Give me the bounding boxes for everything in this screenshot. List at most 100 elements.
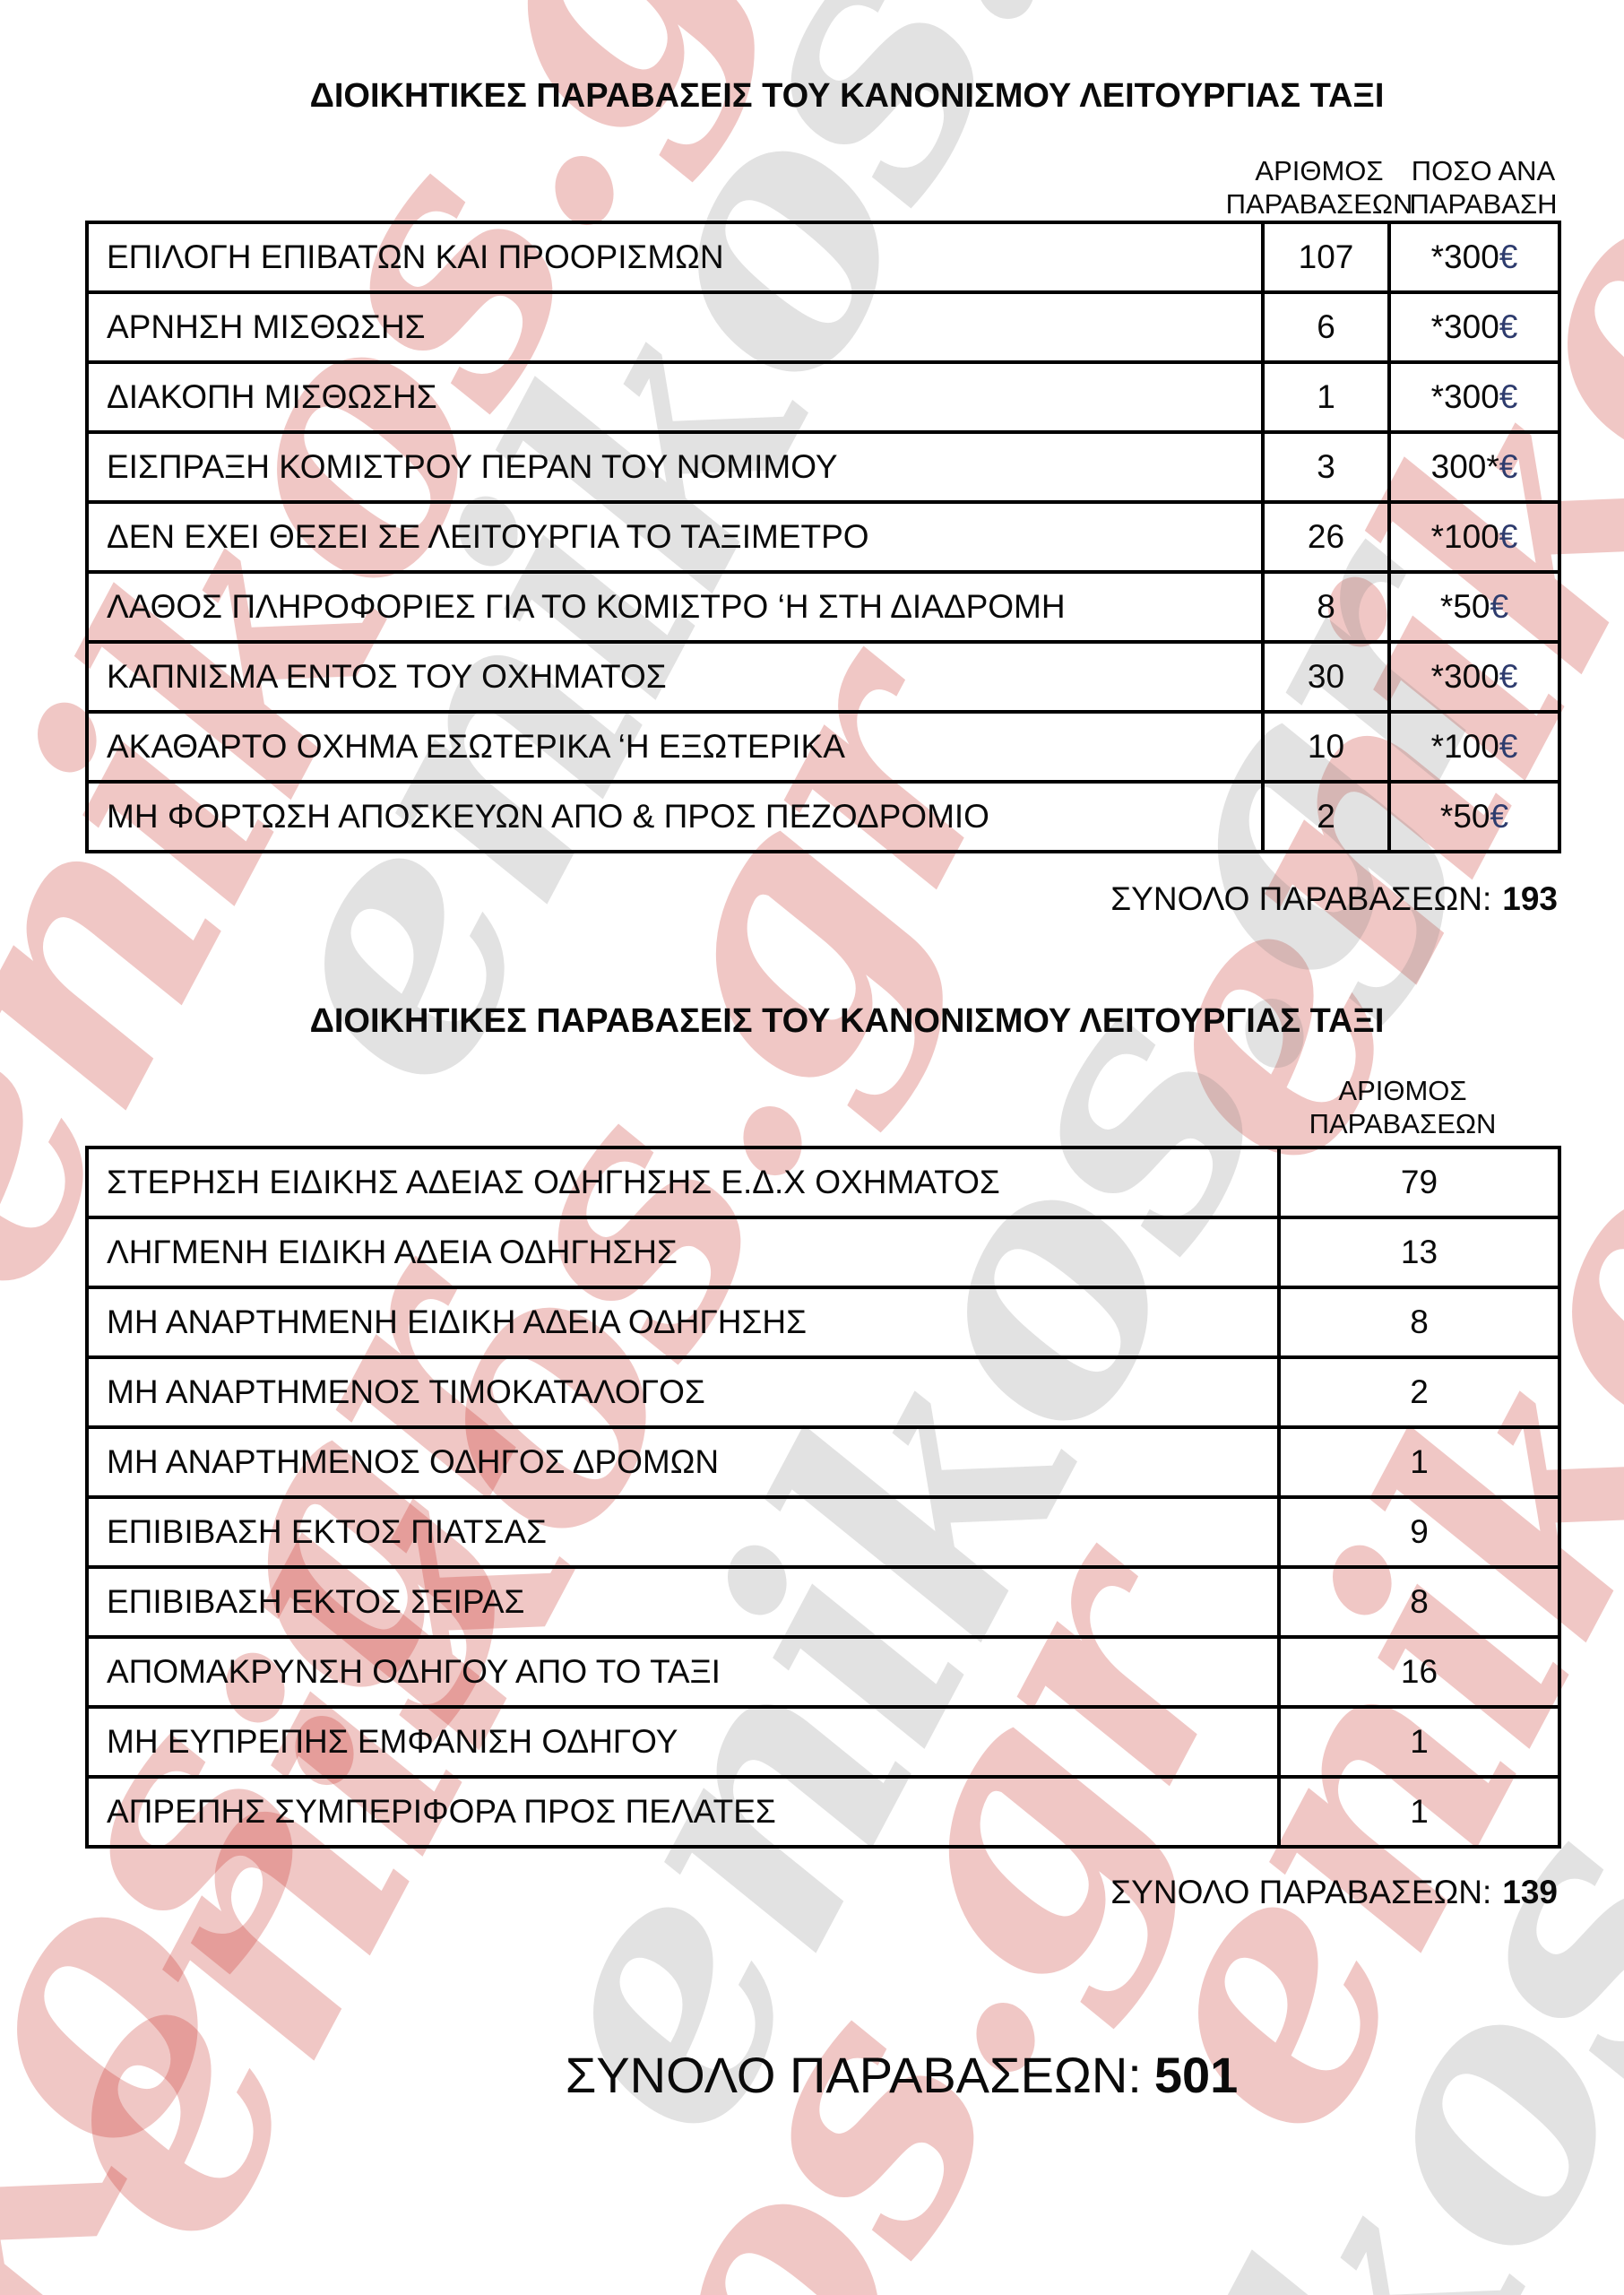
violation-label-cell: ΑΡΝΗΣΗ ΜΙΣΘΩΣΗΣ bbox=[85, 290, 1265, 364]
violation-label-cell: ΕΠΙΒΙΒΑΣΗ ΕΚΤΟΣ ΣΕΙΡΑΣ bbox=[85, 1565, 1281, 1639]
table-row: ΛΗΓΜΕΝΗ ΕΙΔΙΚΗ ΑΔΕΙΑ ΟΔΗΓΗΣΗΣ 13 bbox=[85, 1216, 1561, 1289]
fine-amount-value: *100 bbox=[1430, 518, 1499, 555]
violation-count-cell: 6 bbox=[1261, 290, 1391, 364]
table-row: ΕΠΙΒΙΒΑΣΗ ΕΚΤΟΣ ΣΕΙΡΑΣ 8 bbox=[85, 1565, 1561, 1639]
fine-amount-cell: *100€ bbox=[1387, 710, 1561, 784]
fine-amount-value: *300 bbox=[1430, 308, 1499, 345]
violation-count-cell: 16 bbox=[1277, 1635, 1561, 1709]
violations-count-table: ΣΤΕΡΗΣΗ ΕΙΔΙΚΗΣ ΑΔΕΙΑΣ ΟΔΗΓΗΣΗΣ Ε.Δ.Χ ΟΧ… bbox=[85, 1146, 1561, 1849]
violation-label-cell: ΚΑΠΝΙΣΜΑ ΕΝΤΟΣ ΤΟΥ ΟΧΗΜΑΤΟΣ bbox=[85, 640, 1265, 714]
count-header-line2: ΠΑΡΑΒΑΣΕΩΝ bbox=[1309, 1108, 1497, 1139]
table1-total-value: 193 bbox=[1502, 880, 1558, 917]
violation-count-cell: 79 bbox=[1277, 1146, 1561, 1219]
violation-label-cell: ΔΙΑΚΟΠΗ ΜΙΣΘΩΣΗΣ bbox=[85, 360, 1265, 434]
table-row: ΕΠΙΒΙΒΑΣΗ ΕΚΤΟΣ ΠΙΑΤΣΑΣ 9 bbox=[85, 1495, 1561, 1569]
violation-count-cell: 1 bbox=[1277, 1425, 1561, 1499]
fine-amount-cell: *50€ bbox=[1387, 570, 1561, 644]
violation-label-cell: ΛΗΓΜΕΝΗ ΕΙΔΙΚΗ ΑΔΕΙΑ ΟΔΗΓΗΣΗΣ bbox=[85, 1216, 1281, 1289]
violation-label-cell: ΕΠΙΒΙΒΑΣΗ ΕΚΤΟΣ ΠΙΑΤΣΑΣ bbox=[85, 1495, 1281, 1569]
violation-label-cell: ΑΚΑΘΑΡΤΟ ΟΧΗΜΑ ΕΣΩΤΕΡΙΚΑ ‘Η ΕΞΩΤΕΡΙΚΑ bbox=[85, 710, 1265, 784]
fine-amount-value: 300* bbox=[1430, 448, 1499, 485]
euro-symbol: € bbox=[1499, 658, 1518, 695]
table2-total: ΣΥΝΟΛΟ ΠΑΡΑΒΑΣΕΩΝ: 139 bbox=[1110, 1874, 1558, 1911]
grand-total: ΣΥΝΟΛΟ ΠΑΡΑΒΑΣΕΩΝ: 501 bbox=[0, 2046, 1624, 2104]
euro-symbol: € bbox=[1499, 448, 1518, 485]
table-row: ΜΗ ΑΝΑΡΤΗΜΕΝΟΣ ΟΔΗΓΟΣ ΔΡΟΜΩΝ 1 bbox=[85, 1425, 1561, 1499]
count-header-line1: ΑΡΙΘΜΟΣ bbox=[1255, 155, 1384, 186]
violation-label-cell: ΜΗ ΑΝΑΡΤΗΜΕΝΟΣ ΤΙΜΟΚΑΤΑΛΟΓΟΣ bbox=[85, 1355, 1281, 1429]
violation-count-cell: 8 bbox=[1261, 570, 1391, 644]
table1-count-column-header: ΑΡΙΘΜΟΣ ΠΑΡΑΒΑΣΕΩΝ bbox=[1226, 154, 1413, 221]
table-row: ΛΑΘΟΣ ΠΛΗΡΟΦΟΡΙΕΣ ΓΙΑ ΤΟ ΚΟΜΙΣΤΡΟ ‘Η ΣΤΗ… bbox=[85, 570, 1561, 644]
table-row: ΜΗ ΑΝΑΡΤΗΜΕΝΟΣ ΤΙΜΟΚΑΤΑΛΟΓΟΣ 2 bbox=[85, 1355, 1561, 1429]
violation-count-cell: 30 bbox=[1261, 640, 1391, 714]
violation-count-cell: 107 bbox=[1261, 221, 1391, 294]
violation-count-cell: 2 bbox=[1261, 780, 1391, 853]
violation-count-cell: 2 bbox=[1277, 1355, 1561, 1429]
violation-label-cell: ΑΠΡΕΠΗΣ ΣΥΜΠΕΡΙΦΟΡΑ ΠΡΟΣ ΠΕΛΑΤΕΣ bbox=[85, 1775, 1281, 1849]
violation-label-cell: ΣΤΕΡΗΣΗ ΕΙΔΙΚΗΣ ΑΔΕΙΑΣ ΟΔΗΓΗΣΗΣ Ε.Δ.Χ ΟΧ… bbox=[85, 1146, 1281, 1219]
table2-count-column-header: ΑΡΙΘΜΟΣ ΠΑΡΑΒΑΣΕΩΝ bbox=[1309, 1074, 1497, 1140]
grand-total-value: 501 bbox=[1153, 2047, 1239, 2103]
violation-label-cell: ΜΗ ΕΥΠΡΕΠΗΣ ΕΜΦΑΝΙΣΗ ΟΔΗΓΟΥ bbox=[85, 1705, 1281, 1779]
table-row: ΚΑΠΝΙΣΜΑ ΕΝΤΟΣ ΤΟΥ ΟΧΗΜΑΤΟΣ 30 *300€ bbox=[85, 640, 1561, 714]
table2-total-label: ΣΥΝΟΛΟ ΠΑΡΑΒΑΣΕΩΝ: bbox=[1110, 1874, 1492, 1910]
fine-amount-cell: *300€ bbox=[1387, 360, 1561, 434]
fine-amount-cell: *300€ bbox=[1387, 221, 1561, 294]
euro-symbol: € bbox=[1490, 798, 1509, 835]
fine-amount-cell: 300*€ bbox=[1387, 430, 1561, 504]
euro-symbol: € bbox=[1499, 238, 1518, 275]
table-row: ΑΚΑΘΑΡΤΟ ΟΧΗΜΑ ΕΣΩΤΕΡΙΚΑ ‘Η ΕΞΩΤΕΡΙΚΑ 10… bbox=[85, 710, 1561, 784]
violation-count-cell: 8 bbox=[1277, 1286, 1561, 1359]
fine-amount-value: *300 bbox=[1430, 238, 1499, 275]
violation-count-cell: 13 bbox=[1277, 1216, 1561, 1289]
table-row: ΔΕΝ ΕΧΕΙ ΘΕΣΕΙ ΣΕ ΛΕΙΤΟΥΡΓΙΑ ΤΟ ΤΑΞΙΜΕΤΡ… bbox=[85, 500, 1561, 574]
euro-symbol: € bbox=[1499, 728, 1518, 765]
fine-amount-value: *50 bbox=[1439, 588, 1490, 625]
table2-total-value: 139 bbox=[1502, 1874, 1558, 1910]
table-row: ΕΙΣΠΡΑΞΗ ΚΟΜΙΣΤΡΟΥ ΠΕΡΑΝ ΤΟΥ ΝΟΜΙΜΟΥ 3 3… bbox=[85, 430, 1561, 504]
euro-symbol: € bbox=[1490, 588, 1509, 625]
violation-count-cell: 8 bbox=[1277, 1565, 1561, 1639]
count-header-line1: ΑΡΙΘΜΟΣ bbox=[1338, 1075, 1467, 1106]
violation-label-cell: ΔΕΝ ΕΧΕΙ ΘΕΣΕΙ ΣΕ ΛΕΙΤΟΥΡΓΙΑ ΤΟ ΤΑΞΙΜΕΤΡ… bbox=[85, 500, 1265, 574]
euro-symbol: € bbox=[1499, 308, 1518, 345]
table1-amount-column-header: ΠΟΣΟ ΑΝΑ ΠΑΡΑΒΑΣΗ bbox=[1409, 154, 1557, 221]
table2-title: ΔΙΟΙΚΗΤΙΚΕΣ ΠΑΡΑΒΑΣΕΙΣ ΤΟΥ ΚΑΝΟΝΙΣΜΟΥ ΛΕ… bbox=[309, 1002, 1385, 1040]
fine-amount-cell: *50€ bbox=[1387, 780, 1561, 853]
violation-count-cell: 1 bbox=[1261, 360, 1391, 434]
fine-amount-value: *300 bbox=[1430, 378, 1499, 415]
violation-count-cell: 10 bbox=[1261, 710, 1391, 784]
table-row: ΑΡΝΗΣΗ ΜΙΣΘΩΣΗΣ 6 *300€ bbox=[85, 290, 1561, 364]
table1-title: ΔΙΟΙΚΗΤΙΚΕΣ ΠΑΡΑΒΑΣΕΙΣ ΤΟΥ ΚΑΝΟΝΙΣΜΟΥ ΛΕ… bbox=[309, 77, 1385, 115]
fine-amount-cell: *100€ bbox=[1387, 500, 1561, 574]
amount-header-line2: ΠΑΡΑΒΑΣΗ bbox=[1409, 188, 1558, 220]
amount-header-line1: ΠΟΣΟ ΑΝΑ bbox=[1411, 155, 1556, 186]
violation-count-cell: 9 bbox=[1277, 1495, 1561, 1569]
table-row: ΑΠΟΜΑΚΡΥΝΣΗ ΟΔΗΓΟΥ ΑΠΟ ΤΟ ΤΑΞΙ 16 bbox=[85, 1635, 1561, 1709]
count-header-line2: ΠΑΡΑΒΑΣΕΩΝ bbox=[1225, 188, 1413, 220]
violation-count-cell: 1 bbox=[1277, 1775, 1561, 1849]
table-row: ΜΗ ΕΥΠΡΕΠΗΣ ΕΜΦΑΝΙΣΗ ΟΔΗΓΟΥ 1 bbox=[85, 1705, 1561, 1779]
table-row: ΕΠΙΛΟΓΗ ΕΠΙΒΑΤΩΝ ΚΑΙ ΠΡΟΟΡΙΣΜΩΝ 107 *300… bbox=[85, 221, 1561, 294]
table-row: ΔΙΑΚΟΠΗ ΜΙΣΘΩΣΗΣ 1 *300€ bbox=[85, 360, 1561, 434]
fine-amount-cell: *300€ bbox=[1387, 640, 1561, 714]
violation-label-cell: ΜΗ ΑΝΑΡΤΗΜΕΝΗ ΕΙΔΙΚΗ ΑΔΕΙΑ ΟΔΗΓΗΣΗΣ bbox=[85, 1286, 1281, 1359]
table-row: ΣΤΕΡΗΣΗ ΕΙΔΙΚΗΣ ΑΔΕΙΑΣ ΟΔΗΓΗΣΗΣ Ε.Δ.Χ ΟΧ… bbox=[85, 1146, 1561, 1219]
violation-label-cell: ΛΑΘΟΣ ΠΛΗΡΟΦΟΡΙΕΣ ΓΙΑ ΤΟ ΚΟΜΙΣΤΡΟ ‘Η ΣΤΗ… bbox=[85, 570, 1265, 644]
violation-label-cell: ΑΠΟΜΑΚΡΥΝΣΗ ΟΔΗΓΟΥ ΑΠΟ ΤΟ ΤΑΞΙ bbox=[85, 1635, 1281, 1709]
violation-label-cell: ΕΙΣΠΡΑΞΗ ΚΟΜΙΣΤΡΟΥ ΠΕΡΑΝ ΤΟΥ ΝΟΜΙΜΟΥ bbox=[85, 430, 1265, 504]
fine-amount-value: *100 bbox=[1430, 728, 1499, 765]
euro-symbol: € bbox=[1499, 378, 1518, 415]
table-row: ΜΗ ΦΟΡΤΩΣΗ ΑΠΟΣΚΕΥΩΝ ΑΠΟ & ΠΡΟΣ ΠΕΖΟΔΡΟΜ… bbox=[85, 780, 1561, 853]
fine-amount-cell: *300€ bbox=[1387, 290, 1561, 364]
violation-count-cell: 1 bbox=[1277, 1705, 1561, 1779]
violation-count-cell: 26 bbox=[1261, 500, 1391, 574]
violations-fines-table: ΕΠΙΛΟΓΗ ΕΠΙΒΑΤΩΝ ΚΑΙ ΠΡΟΟΡΙΣΜΩΝ 107 *300… bbox=[85, 221, 1561, 853]
table-row: ΑΠΡΕΠΗΣ ΣΥΜΠΕΡΙΦΟΡΑ ΠΡΟΣ ΠΕΛΑΤΕΣ 1 bbox=[85, 1775, 1561, 1849]
table-row: ΜΗ ΑΝΑΡΤΗΜΕΝΗ ΕΙΔΙΚΗ ΑΔΕΙΑ ΟΔΗΓΗΣΗΣ 8 bbox=[85, 1286, 1561, 1359]
violation-label-cell: ΕΠΙΛΟΓΗ ΕΠΙΒΑΤΩΝ ΚΑΙ ΠΡΟΟΡΙΣΜΩΝ bbox=[85, 221, 1265, 294]
table1-total: ΣΥΝΟΛΟ ΠΑΡΑΒΑΣΕΩΝ: 193 bbox=[1110, 880, 1558, 918]
violation-count-cell: 3 bbox=[1261, 430, 1391, 504]
